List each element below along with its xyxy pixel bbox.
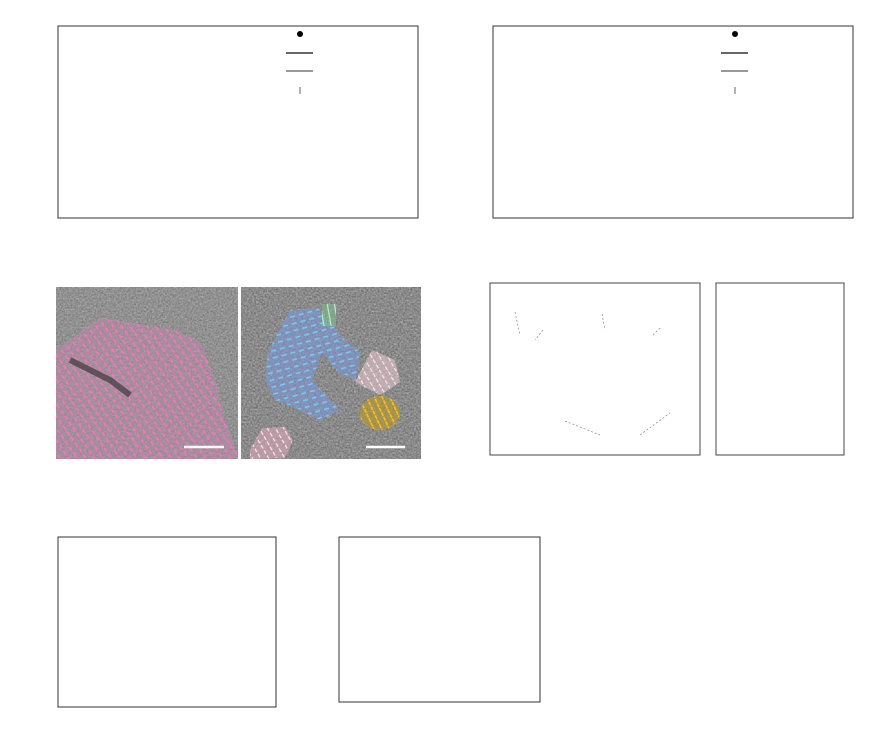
tem-images: [56, 287, 421, 459]
xps-panel: [489, 282, 701, 456]
legend-obs-marker: [297, 31, 303, 37]
tem-image-pb-ml: [56, 287, 238, 459]
plot-frame: [715, 282, 845, 456]
peak-leader-lines: [514, 311, 661, 341]
xrd-panel-pb-ml: [57, 25, 419, 219]
legend: [721, 31, 748, 94]
tem-image-pb-w: [241, 287, 421, 459]
lattice-fringes: [56, 318, 238, 459]
plot-frame: [492, 25, 854, 219]
legend: [286, 31, 313, 94]
plot-frame: [489, 282, 701, 456]
legend-obs-marker: [732, 31, 738, 37]
fe3-bar-chart: [715, 282, 845, 456]
epr-panel: [338, 536, 541, 703]
xrd-panel-pb-w: [492, 25, 854, 219]
tga-panel: [57, 536, 277, 708]
plot-frame: [338, 536, 541, 703]
plot-frame: [57, 25, 419, 219]
satellite-leader-lines: [564, 412, 671, 436]
plot-frame: [57, 536, 277, 708]
